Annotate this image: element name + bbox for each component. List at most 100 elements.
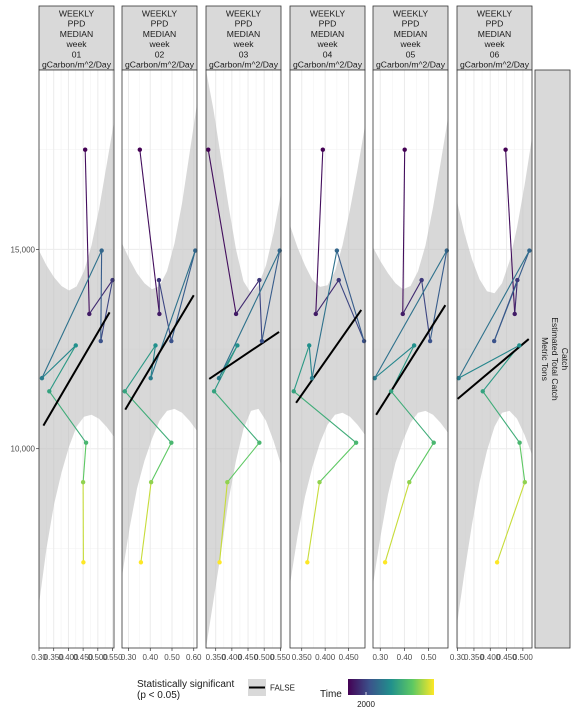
facet-strip-label: 06 [490, 49, 500, 59]
facet-strip-label: gCarbon/m^2/Day [209, 60, 279, 70]
data-point [389, 389, 393, 393]
data-point [523, 480, 527, 484]
data-point [74, 343, 78, 347]
data-point [513, 312, 517, 316]
data-point [362, 339, 366, 343]
data-point [292, 389, 296, 393]
facet-strip-label: WEEKLY [59, 9, 94, 19]
data-point [419, 278, 423, 282]
data-point [402, 148, 406, 152]
y-tick-label: 10,000 [11, 445, 36, 454]
data-point [157, 312, 161, 316]
data-point [321, 148, 325, 152]
facet-strip-label: PPD [319, 19, 337, 29]
x-tick-label: 0.40 [397, 653, 413, 662]
data-point [138, 148, 142, 152]
facet-strip-label: week [316, 39, 338, 49]
facet-panel-4: WEEKLYPPDMEDIANweek04gCarbon/m^2/Day0.35… [290, 6, 366, 662]
legend-significance-title: (p < 0.05) [137, 690, 180, 701]
data-point [515, 278, 519, 282]
facet-strip-label: gCarbon/m^2/Day [42, 60, 112, 70]
data-point [234, 312, 238, 316]
facet-strip-label: MEDIAN [478, 29, 511, 39]
x-tick-label: 0.50 [164, 653, 180, 662]
data-point [148, 376, 152, 380]
data-point [149, 480, 153, 484]
facet-panel-6: WEEKLYPPDMEDIANweek06gCarbon/m^2/Day0.30… [450, 6, 534, 662]
facet-strip-label: MEDIAN [311, 29, 344, 39]
facet-strip-label: gCarbon/m^2/Day [125, 60, 195, 70]
data-point [217, 376, 221, 380]
x-tick-label: 0.500 [513, 653, 534, 662]
x-tick-label: 0.30 [372, 653, 388, 662]
x-tick-label: 0.350 [292, 653, 313, 662]
legend-colorbar [348, 679, 434, 695]
x-tick-label: 0.550 [270, 653, 291, 662]
data-point [412, 343, 416, 347]
data-point [47, 389, 51, 393]
data-point [206, 148, 210, 152]
data-point [428, 339, 432, 343]
facet-strip-label: MEDIAN [227, 29, 260, 39]
facet-strip-label: PPD [68, 19, 86, 29]
facet-panel-1: WEEKLYPPDMEDIANweek01gCarbon/m^2/Day0.30… [31, 6, 123, 662]
data-point [481, 389, 485, 393]
data-point [314, 312, 318, 316]
data-point [81, 480, 85, 484]
row-strip-label: Estimated Total Catch [550, 317, 560, 401]
data-point [153, 343, 157, 347]
data-point [305, 560, 309, 564]
facet-strip-label: week [399, 39, 421, 49]
facet-strip-label: 04 [323, 49, 333, 59]
data-point [257, 441, 261, 445]
facet-strip-label: gCarbon/m^2/Day [376, 60, 446, 70]
data-point [307, 343, 311, 347]
data-point [235, 343, 239, 347]
facet-strip-label: PPD [402, 19, 420, 29]
legend-colorbar-label: 2000 [357, 700, 375, 709]
facet-strip-label: WEEKLY [226, 9, 261, 19]
facet-strip-label: gCarbon/m^2/Day [460, 60, 530, 70]
facet-strip-label: PPD [486, 19, 504, 29]
facet-strip-label: MEDIAN [60, 29, 93, 39]
facet-strip-label: 03 [239, 49, 249, 59]
data-point [169, 339, 173, 343]
data-point [217, 560, 221, 564]
data-point [337, 278, 341, 282]
facet-strip-label: gCarbon/m^2/Day [293, 60, 363, 70]
data-point [517, 343, 521, 347]
data-point [83, 148, 87, 152]
facet-panel-3: WEEKLYPPDMEDIANweek03gCarbon/m^2/Day0.35… [206, 6, 291, 662]
facet-strip-label: week [483, 39, 505, 49]
data-point [84, 441, 88, 445]
data-point [335, 248, 339, 252]
data-point [139, 560, 143, 564]
facet-strip-label: 01 [72, 49, 82, 59]
facet-strip-label: week [148, 39, 170, 49]
row-strip-label: Metric Tons [540, 337, 550, 381]
data-point [401, 312, 405, 316]
data-point [87, 312, 91, 316]
facet-strip-label: MEDIAN [394, 29, 427, 39]
x-tick-label: 0.50 [421, 653, 437, 662]
facet-strip-label: MEDIAN [143, 29, 176, 39]
data-point [527, 248, 531, 252]
facet-strip-label: PPD [151, 19, 169, 29]
data-point [432, 441, 436, 445]
facet-panel-2: WEEKLYPPDMEDIANweek02gCarbon/m^2/Day0.30… [121, 6, 202, 662]
data-point [123, 389, 127, 393]
facet-strip-label: 05 [406, 49, 416, 59]
x-tick-label: 0.450 [339, 653, 360, 662]
x-tick-label: 0.400 [315, 653, 336, 662]
data-point [354, 441, 358, 445]
data-point [383, 560, 387, 564]
legend-significance-title: Statistically significant [137, 679, 234, 690]
data-point [495, 560, 499, 564]
facet-strip-label: WEEKLY [477, 9, 512, 19]
data-point [81, 560, 85, 564]
facet-strip-label: week [65, 39, 87, 49]
facet-strip-label: PPD [235, 19, 253, 29]
data-point [492, 339, 496, 343]
data-point [157, 278, 161, 282]
